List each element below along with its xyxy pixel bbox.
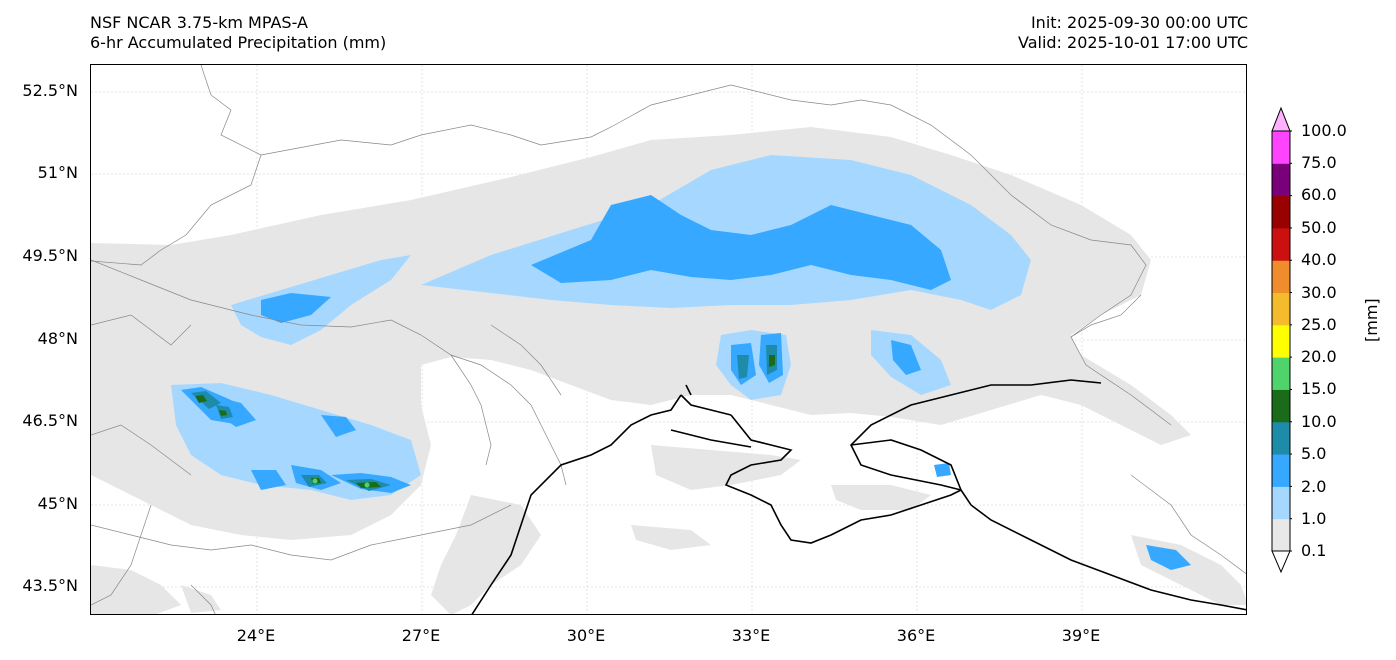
cb-tick-60: 60.0: [1301, 185, 1337, 204]
title-block-left: NSF NCAR 3.75-km MPAS-A 6-hr Accumulated…: [90, 13, 386, 53]
lon-label-24: 24°E: [236, 626, 276, 645]
field-title: 6-hr Accumulated Precipitation (mm): [90, 33, 387, 52]
country-borders: [91, 65, 1246, 614]
precip-2p0-area: [181, 195, 1191, 570]
map-canvas: [91, 65, 1246, 614]
colorbar-segment: [1272, 486, 1290, 520]
title-block-right: Init: 2025-09-30 00:00 UTC Valid: 2025-1…: [1018, 13, 1248, 53]
cb-tick-5: 5.0: [1301, 444, 1327, 463]
colorbar-under-arrow: [1271, 550, 1291, 574]
cb-tick-30: 30.0: [1301, 283, 1337, 302]
model-title: NSF NCAR 3.75-km MPAS-A: [90, 13, 308, 32]
lat-label-43p5: 43.5°N: [22, 576, 78, 595]
colorbar: [1271, 106, 1292, 574]
lon-label-39: 39°E: [1061, 626, 1101, 645]
colorbar-segment: [1272, 518, 1290, 552]
colorbar-segment: [1272, 454, 1290, 487]
cb-tick-0p1: 0.1: [1301, 541, 1327, 560]
cb-tick-20: 20.0: [1301, 347, 1337, 366]
init-time: Init: 2025-09-30 00:00 UTC: [1030, 13, 1248, 32]
cb-tick-25: 25.0: [1301, 315, 1337, 334]
colorbar-segment: [1272, 195, 1290, 229]
colorbar-over-arrow: [1271, 106, 1291, 132]
colorbar-segment: [1272, 292, 1290, 326]
colorbar-segment: [1272, 357, 1290, 390]
lat-label-48: 48°N: [37, 329, 78, 348]
cb-tick-15: 15.0: [1301, 379, 1337, 398]
cb-tick-1: 1.0: [1301, 509, 1327, 528]
lat-label-51: 51°N: [37, 163, 78, 182]
coastlines: [471, 379, 1246, 614]
map-panel[interactable]: [90, 64, 1247, 615]
colorbar-segment: [1272, 131, 1290, 164]
colorbar-outline: [1271, 130, 1291, 552]
colorbar-segment: [1272, 163, 1290, 197]
precip-15p0-area: [312, 478, 370, 488]
cb-tick-10: 10.0: [1301, 412, 1337, 431]
colorbar-segment: [1272, 324, 1290, 358]
cb-tick-100: 100.0: [1301, 121, 1347, 140]
colorbar-segment: [1272, 260, 1290, 294]
cb-tick-50: 50.0: [1301, 218, 1337, 237]
colorbar-ticks: [1290, 130, 1292, 552]
colorbar-segments: [1272, 131, 1290, 552]
colorbar-segment: [1272, 389, 1290, 423]
lon-label-36: 36°E: [896, 626, 936, 645]
cb-tick-40: 40.0: [1301, 250, 1337, 269]
cb-tick-75: 75.0: [1301, 153, 1337, 172]
lat-label-49p5: 49.5°N: [22, 246, 78, 265]
lon-label-33: 33°E: [731, 626, 771, 645]
lon-label-30: 30°E: [566, 626, 606, 645]
colorbar-unit-label: [mm]: [1362, 298, 1381, 342]
colorbar-segment: [1272, 227, 1290, 261]
lat-label-45: 45°N: [37, 494, 78, 513]
lon-label-27: 27°E: [401, 626, 441, 645]
valid-time: Valid: 2025-10-01 17:00 UTC: [1017, 33, 1248, 52]
lat-label-52p5: 52.5°N: [22, 81, 78, 100]
colorbar-segment: [1272, 421, 1290, 455]
lat-label-46p5: 46.5°N: [22, 411, 78, 430]
cb-tick-2: 2.0: [1301, 477, 1327, 496]
